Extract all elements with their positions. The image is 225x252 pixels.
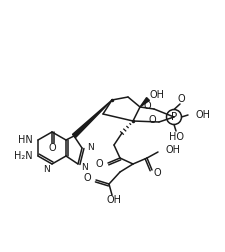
Text: O: O	[83, 173, 91, 183]
Text: H₂N: H₂N	[14, 151, 33, 161]
Text: N: N	[87, 143, 94, 152]
Text: O: O	[177, 94, 185, 104]
Text: OH: OH	[196, 110, 211, 120]
Text: N: N	[43, 165, 50, 173]
Polygon shape	[140, 98, 149, 107]
Text: O: O	[95, 159, 103, 169]
Text: P: P	[171, 112, 177, 122]
Text: OH: OH	[106, 195, 122, 205]
Text: O: O	[154, 168, 162, 178]
Text: O: O	[143, 101, 151, 111]
Text: OH: OH	[166, 145, 181, 155]
Polygon shape	[72, 100, 112, 138]
Text: OH: OH	[150, 90, 165, 100]
Text: O: O	[48, 143, 56, 153]
Text: HO: HO	[169, 132, 184, 142]
Text: HN: HN	[18, 135, 33, 145]
Text: N: N	[81, 163, 88, 172]
Text: O: O	[148, 115, 156, 125]
